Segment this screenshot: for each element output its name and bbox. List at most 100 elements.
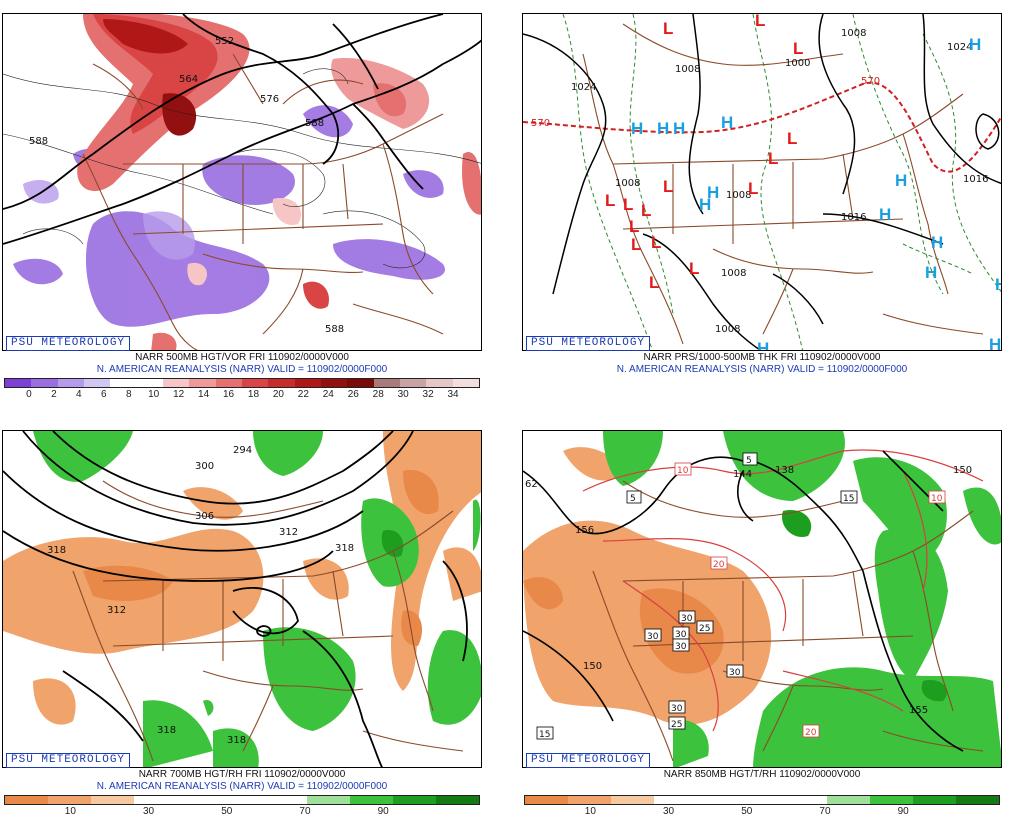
colorbar-swatch xyxy=(697,796,741,804)
pressure-map: 1024 1008 1000 1008 1008 1008 1008 1016 … xyxy=(523,14,1001,351)
colorbar xyxy=(4,378,480,388)
colorbar-tick-label: 0 xyxy=(26,389,32,400)
panel-500mb-vorticity: 552 564 576 588 588 588 PSU METEOROLOGY … xyxy=(2,13,482,407)
colorbar-tick-label: 2 xyxy=(51,389,57,400)
colorbar-tick-label: 50 xyxy=(221,806,233,817)
low-pressure-marker: L xyxy=(649,273,659,292)
isobar-label: 1024 xyxy=(947,42,972,53)
panel-pressure-thickness: 1024 1008 1000 1008 1008 1008 1008 1016 … xyxy=(522,13,1002,407)
contour-label: 576 xyxy=(260,94,279,105)
colorbar-tick-label: 20 xyxy=(272,389,284,400)
colorbar-swatch xyxy=(294,379,321,387)
low-pressure-marker: L xyxy=(748,179,758,198)
high-pressure-marker: H xyxy=(631,119,643,138)
high-pressure-marker: H xyxy=(673,119,685,138)
high-pressure-marker: H xyxy=(657,119,669,138)
low-pressure-marker: L xyxy=(787,129,797,148)
isobar-label: 1000 xyxy=(785,58,810,69)
low-pressure-marker: L xyxy=(623,195,633,214)
colorbar-swatch xyxy=(452,379,479,387)
colorbar-tick-label: 24 xyxy=(322,389,334,400)
low-pressure-marker: L xyxy=(641,201,651,220)
colorbar-swatch xyxy=(189,379,216,387)
temperature-label: 30 xyxy=(729,668,741,678)
isobar-label: 1008 xyxy=(721,268,746,279)
map-frame[interactable]: 62 156 144 138 150 150 155 5 5 15 10 10 … xyxy=(522,430,1002,768)
colorbar-tick-label: 34 xyxy=(447,389,459,400)
contour-label: 62 xyxy=(525,479,538,490)
colorbar-swatch xyxy=(912,796,956,804)
panel-850mb-temperature-humidity: 62 156 144 138 150 150 155 5 5 15 10 10 … xyxy=(522,430,1002,824)
colorbar-tick-label: 26 xyxy=(347,389,359,400)
colorbar-tick-label: 90 xyxy=(377,806,389,817)
colorbar-swatch xyxy=(320,379,348,387)
colorbar-ticks: 10 30 50 70 90 xyxy=(4,806,478,818)
colorbar-swatch xyxy=(268,379,295,387)
low-pressure-marker: L xyxy=(605,191,615,210)
isobar-label: 1016 xyxy=(963,174,988,185)
contour-label: 312 xyxy=(279,527,298,538)
map-frame[interactable]: 552 564 576 588 588 588 xyxy=(2,13,482,351)
colorbar-swatch xyxy=(399,379,427,387)
colorbar-ticks: 0 2 4 6 8 10 12 14 16 18 20 22 24 26 28 30 32 34 xyxy=(4,389,478,401)
temperature-label: 5 xyxy=(746,456,752,466)
contour-label: 318 xyxy=(335,543,354,554)
temperature-label: 20 xyxy=(805,728,817,738)
psu-meteorology-badge: PSU METEOROLOGY xyxy=(6,336,131,351)
colorbar-swatch xyxy=(611,796,655,804)
colorbar-swatch xyxy=(177,796,221,804)
high-pressure-marker: H xyxy=(721,113,733,132)
low-pressure-marker: L xyxy=(755,14,765,30)
colorbar-swatch xyxy=(91,796,135,804)
contour-label: 564 xyxy=(179,74,198,85)
colorbar-tick-label: 90 xyxy=(897,806,909,817)
contour-label: 588 xyxy=(305,118,324,129)
thickness-label: 570 xyxy=(531,118,550,129)
colorbar-swatch xyxy=(57,379,84,387)
contour-label: 150 xyxy=(953,465,972,476)
temperature-label: 10 xyxy=(931,494,943,504)
panel-subtitle: N. AMERICAN REANALYSIS (NARR) VALID = 11… xyxy=(616,364,908,375)
temperature-label: 30 xyxy=(675,630,687,640)
colorbar-swatch xyxy=(220,796,264,804)
colorbar-swatch xyxy=(525,796,569,804)
high-pressure-marker: H xyxy=(757,339,769,351)
isobar-label: 1016 xyxy=(841,212,866,223)
colorbar-swatch xyxy=(31,379,58,387)
colorbar-tick-label: 18 xyxy=(247,389,260,400)
colorbar-tick-label: 4 xyxy=(76,389,82,400)
colorbar-tick-label: 30 xyxy=(663,806,675,817)
temperature-label: 15 xyxy=(539,730,550,740)
map-frame[interactable]: 294 300 306 312 318 318 312 318 318 xyxy=(2,430,482,768)
panel-title: NARR PRS/1000-500MB THK FRI 110902/0000V… xyxy=(643,352,881,363)
isobar-label: 1008 xyxy=(841,28,866,39)
isobar-label: 1024 xyxy=(571,82,596,93)
contour-label: 306 xyxy=(195,511,214,522)
colorbar-swatch xyxy=(435,796,480,804)
temperature-label: 30 xyxy=(681,614,693,624)
colorbar-tick-label: 28 xyxy=(372,389,384,400)
temperature-label: 25 xyxy=(671,720,682,730)
colorbar-tick-label: 70 xyxy=(299,806,311,817)
contour-label: 155 xyxy=(909,705,928,716)
colorbar-swatch xyxy=(955,796,1000,804)
thickness-label: 570 xyxy=(861,76,880,87)
high-pressure-marker: H xyxy=(931,233,943,252)
colorbar-swatch xyxy=(136,379,163,387)
colorbar-tick-label: 8 xyxy=(125,389,132,400)
panel-subtitle: N. AMERICAN REANALYSIS (NARR) VALID = 11… xyxy=(96,781,388,792)
panel-title: NARR 500MB HGT/VOR FRI 110902/0000V000 xyxy=(135,352,349,363)
colorbar-swatch xyxy=(426,379,453,387)
colorbar-swatch xyxy=(869,796,913,804)
temperature-label: 20 xyxy=(713,560,725,570)
colorbar xyxy=(524,795,1000,805)
colorbar-ticks: 10 30 50 70 90 xyxy=(524,806,998,818)
contour-label: 588 xyxy=(325,324,344,335)
isobar-label: 1008 xyxy=(715,324,740,335)
contour-label: 138 xyxy=(775,465,794,476)
temperature-label: 25 xyxy=(699,624,710,634)
temperature-label: 10 xyxy=(677,466,689,476)
map-frame[interactable]: 1024 1008 1000 1008 1008 1008 1008 1016 … xyxy=(522,13,1002,351)
temperature-label: 15 xyxy=(843,494,854,504)
colorbar-swatch xyxy=(373,379,400,387)
